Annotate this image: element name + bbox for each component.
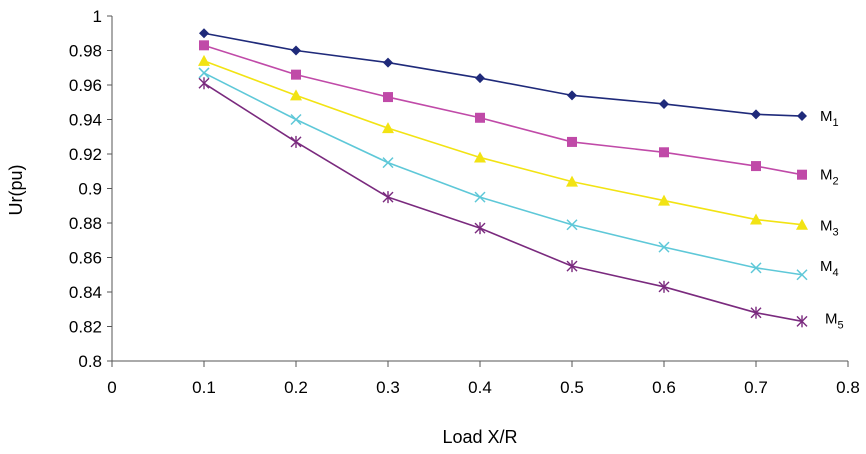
data-point (474, 222, 486, 235)
y-tick-label: 0.92 (69, 145, 102, 164)
data-point (797, 169, 807, 180)
y-tick-label: 0.86 (69, 249, 102, 268)
data-point (567, 90, 577, 101)
x-axis: 0 0.1 0.2 0.3 0.4 0.5 0.6 0.7 0.8 (107, 360, 860, 397)
y-tick-label: 0.98 (69, 42, 102, 61)
y-tick-label: 0.9 (78, 180, 102, 199)
data-point (566, 219, 578, 231)
series-label-3: M3 (820, 218, 839, 239)
data-point (566, 175, 578, 187)
data-point (659, 98, 669, 109)
data-point (475, 112, 485, 123)
x-tick-label: 0.7 (744, 378, 768, 397)
series-2 (199, 40, 807, 180)
series-line (203, 60, 803, 226)
series-4 (198, 67, 808, 281)
series-line (203, 32, 803, 117)
y-tick-label: 0.96 (69, 76, 102, 95)
x-tick-label: 0.1 (192, 378, 216, 397)
data-point (382, 122, 394, 134)
series-label-1: M1 (820, 108, 839, 129)
x-axis-title: Load X/R (442, 427, 517, 447)
x-tick-label: 0.8 (836, 378, 860, 397)
series-line (203, 72, 803, 276)
y-tick-label: 0.8 (78, 352, 102, 371)
series-5 (198, 77, 808, 328)
data-point (198, 77, 210, 90)
data-point (659, 147, 669, 158)
y-axis-title: Ur(pu) (6, 164, 26, 215)
data-point (750, 213, 762, 225)
data-point (199, 28, 209, 39)
x-tick-label: 0.5 (560, 378, 584, 397)
data-point (474, 191, 486, 203)
data-point (751, 161, 761, 172)
data-point (199, 40, 209, 51)
x-tick-label: 0.2 (284, 378, 308, 397)
y-tick-label: 0.94 (69, 111, 102, 130)
data-point (475, 73, 485, 84)
x-tick-label: 0 (107, 378, 116, 397)
y-axis: 0.8 0.82 0.84 0.86 0.88 0.9 0.92 0.94 0.96 0.98 1 (69, 7, 113, 371)
data-point (290, 135, 302, 148)
data-point (567, 136, 577, 147)
series-group (198, 28, 808, 328)
series-label-4: M4 (820, 258, 839, 279)
data-point (474, 151, 486, 163)
x-tick-label: 0.3 (376, 378, 400, 397)
data-point (291, 69, 301, 80)
data-point (290, 89, 302, 101)
data-point (198, 67, 210, 79)
series-3 (198, 54, 808, 230)
y-tick-label: 0.84 (69, 283, 102, 302)
data-point (383, 57, 393, 68)
legend: M1 M2 M3 M4 M5 (820, 108, 844, 331)
data-point (658, 280, 670, 293)
data-point (796, 269, 808, 281)
data-point (750, 306, 762, 319)
series-line (203, 44, 803, 176)
data-point (750, 262, 762, 274)
series-1 (199, 28, 807, 122)
data-point (796, 315, 808, 328)
data-point (796, 218, 808, 230)
data-point (566, 260, 578, 273)
y-tick-label: 0.88 (69, 214, 102, 233)
y-tick-label: 0.82 (69, 318, 102, 337)
data-point (291, 45, 301, 56)
data-point (751, 109, 761, 120)
data-point (290, 113, 302, 126)
y-tick-label: 1 (93, 7, 102, 26)
x-tick-label: 0.6 (652, 378, 676, 397)
series-line (203, 82, 803, 323)
series-label-5: M5 (825, 310, 844, 331)
data-point (383, 92, 393, 103)
data-point (198, 54, 210, 66)
x-tick-label: 0.4 (468, 378, 492, 397)
data-point (382, 157, 394, 169)
data-point (658, 194, 670, 206)
series-label-2: M2 (820, 167, 839, 188)
data-point (797, 111, 807, 122)
data-point (658, 241, 670, 253)
data-point (382, 191, 394, 204)
